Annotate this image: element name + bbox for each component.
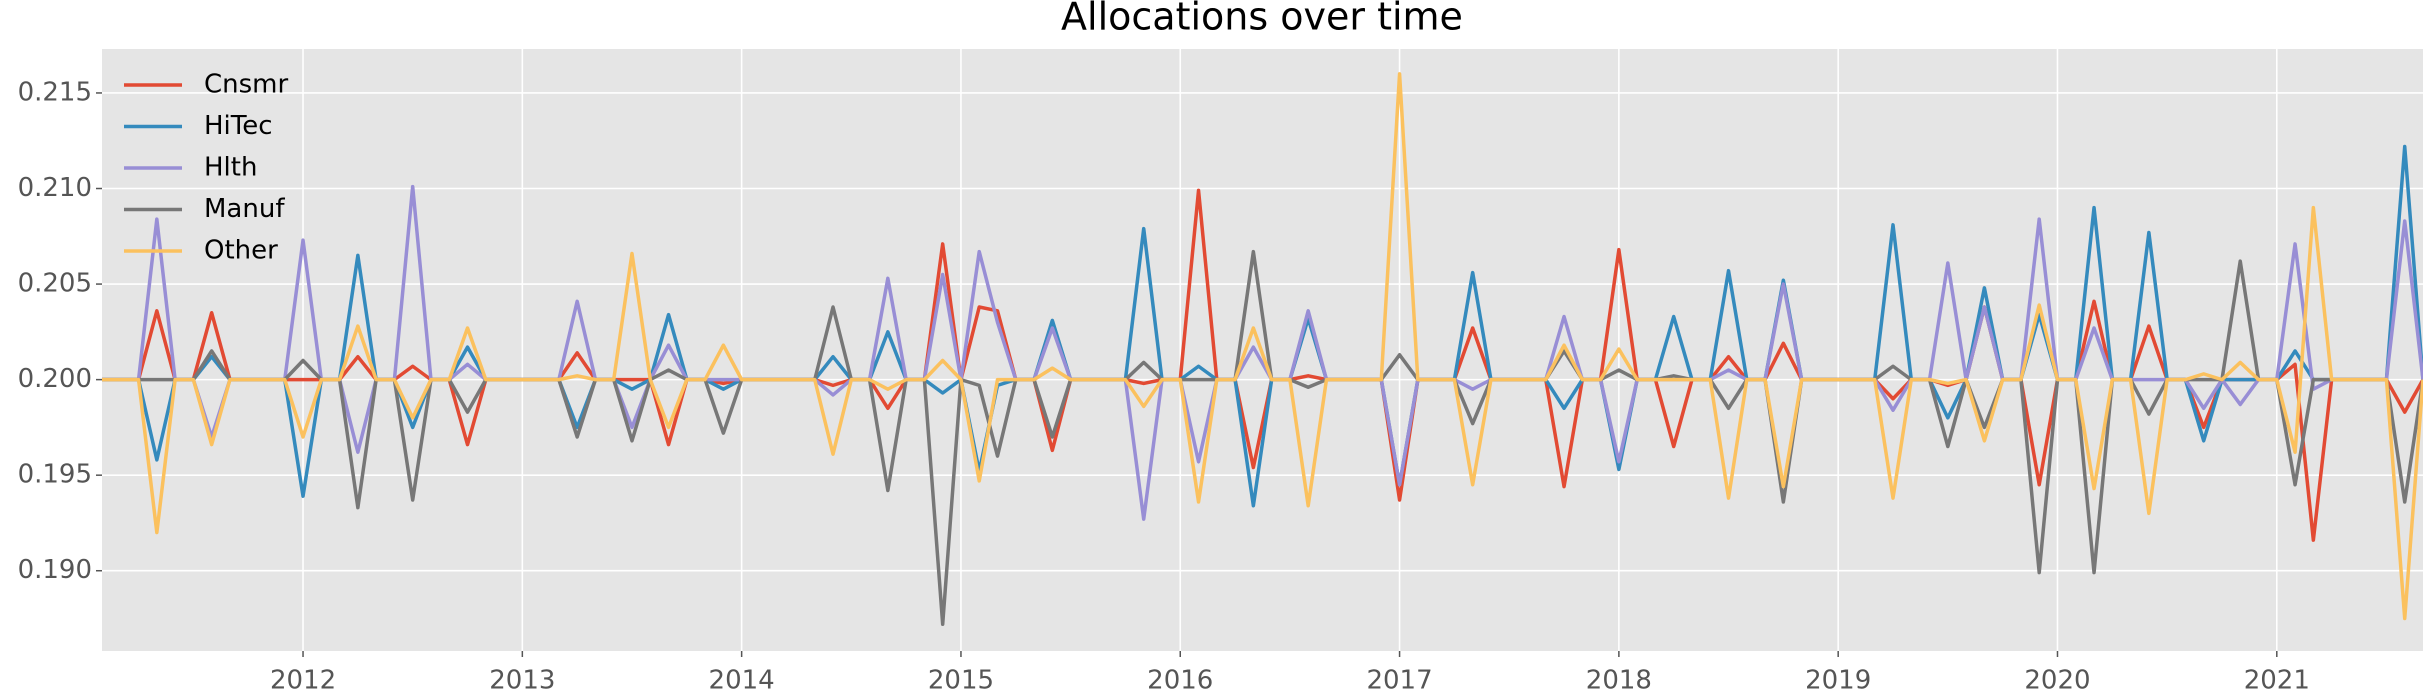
x-tick-label: 2019 <box>1805 666 1871 696</box>
legend-label: Cnsmr <box>204 70 289 100</box>
legend-label: Other <box>204 236 278 266</box>
y-tick-label: 0.195 <box>18 460 92 490</box>
x-tick-label: 2020 <box>2024 666 2090 696</box>
x-tick-label: 2018 <box>1586 666 1652 696</box>
legend-label: HiTec <box>204 111 273 141</box>
chart-title: Allocations over time <box>1061 0 1463 39</box>
x-tick-label: 2014 <box>709 666 775 696</box>
y-tick-label: 0.190 <box>18 555 92 585</box>
x-tick-label: 2015 <box>928 666 994 696</box>
series-line <box>102 72 2423 621</box>
y-tick-label: 0.210 <box>18 173 92 203</box>
x-tick-label: 2021 <box>2244 666 2310 696</box>
x-tick-label: 2012 <box>270 666 336 696</box>
y-tick-label: 0.205 <box>18 269 92 299</box>
x-tick-label: 2017 <box>1366 666 1432 696</box>
y-tick-label: 0.200 <box>18 364 92 394</box>
legend-label: Manuf <box>204 194 285 224</box>
legend-label: Hlth <box>204 153 257 183</box>
y-tick-label: 0.215 <box>18 77 92 107</box>
x-tick-label: 2016 <box>1147 666 1213 696</box>
x-tick-label: 2013 <box>489 666 555 696</box>
